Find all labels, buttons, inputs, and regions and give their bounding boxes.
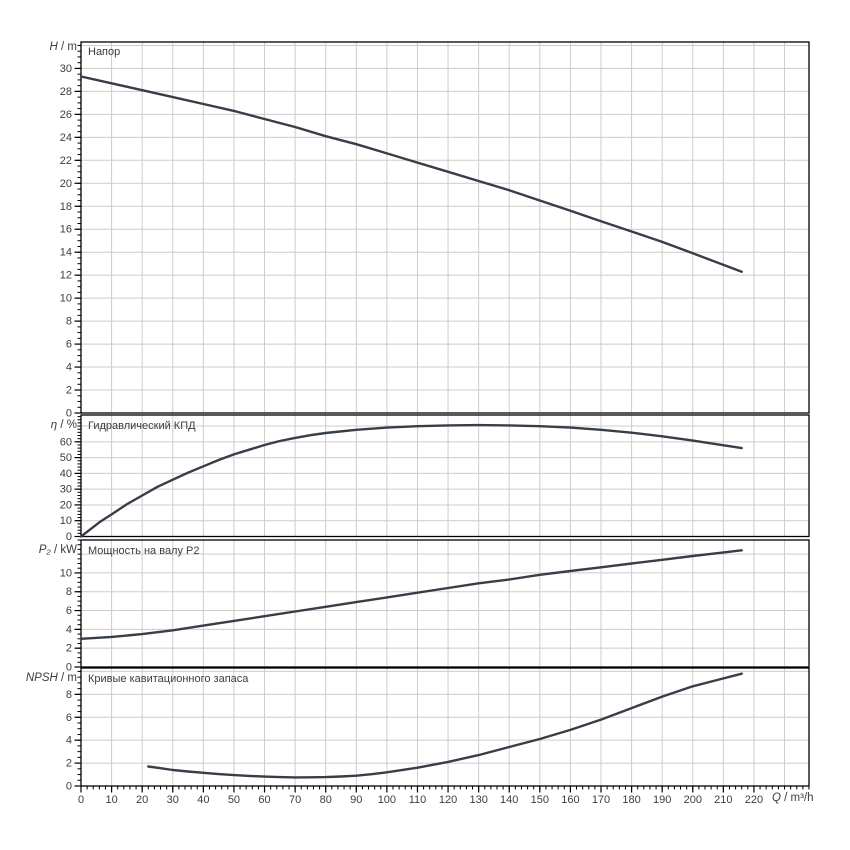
panel-title-efficiency: Гидравлический КПД: [88, 420, 196, 432]
y-tick-label: 16: [60, 224, 72, 236]
x-tick-label: 190: [653, 794, 671, 806]
x-tick-label: 120: [439, 794, 457, 806]
x-tick-label: 150: [531, 794, 549, 806]
y-tick-label: 20: [60, 178, 72, 190]
y-tick-label: 6: [66, 712, 72, 724]
y-axis-label-head: H / m: [0, 40, 77, 54]
y-tick-label: 30: [60, 63, 72, 75]
y-axis-label-power: P₂ / kW: [0, 543, 77, 557]
x-tick-label: 10: [105, 794, 117, 806]
y-tick-label: 8: [66, 586, 72, 598]
x-tick-label: 100: [378, 794, 396, 806]
curve-efficiency: [79, 423, 743, 538]
y-tick-label: 10: [60, 567, 72, 579]
x-tick-label: 160: [561, 794, 579, 806]
panel-efficiency: 0 10 20 30 40 50 60: [60, 414, 810, 543]
curve-head: [79, 75, 743, 273]
panel-border: [80, 667, 810, 787]
y-tick-label: 0: [66, 531, 72, 543]
y-tick-label: 28: [60, 86, 72, 98]
y-tick-label: 8: [66, 689, 72, 701]
power-symbol: P₂: [38, 544, 51, 556]
y-tick-label: 60: [60, 436, 72, 448]
panel-title-npsh: Кривые кавитационного запаса: [88, 673, 249, 685]
y-axis-label-efficiency: η / %: [0, 418, 77, 432]
x-tick-label: 90: [350, 794, 362, 806]
x-tick-label: 140: [500, 794, 518, 806]
x-tick-label: 20: [136, 794, 148, 806]
x-axis-label: Q / m³/h: [772, 792, 814, 804]
y-tick-label: 2: [66, 758, 72, 770]
efficiency-unit: / %: [57, 419, 77, 431]
y-tick-label: 4: [66, 362, 72, 374]
y-tick-label: 26: [60, 109, 72, 121]
y-tick-label: 2: [66, 643, 72, 655]
x-tick-label: 180: [622, 794, 640, 806]
y-tick-label: 30: [60, 484, 72, 496]
x-tick-label: 220: [745, 794, 763, 806]
power-unit: / kW: [50, 544, 77, 556]
x-tick-label: 0: [78, 794, 84, 806]
x-axis-symbol: Q: [772, 792, 781, 804]
y-tick-label: 10: [60, 515, 72, 527]
x-tick-label: 210: [714, 794, 732, 806]
y-tick-label: 0: [66, 408, 72, 420]
y-tick-label: 4: [66, 624, 72, 636]
y-tick-label: 6: [66, 339, 72, 351]
y-tick-label: 18: [60, 201, 72, 213]
y-tick-label: 24: [60, 132, 72, 144]
y-tick-label: 40: [60, 468, 72, 480]
y-tick-label: 14: [60, 247, 72, 259]
panel-power: 0 2 4 6 8 10: [60, 539, 810, 674]
x-tick-label: 40: [197, 794, 209, 806]
y-tick-label: 22: [60, 155, 72, 167]
x-tick-label: 50: [228, 794, 240, 806]
x-tick-label: 130: [469, 794, 487, 806]
x-tick-label: 80: [320, 794, 332, 806]
x-tick-label: 70: [289, 794, 301, 806]
x-tick-label: 170: [592, 794, 610, 806]
x-tick-label: 200: [684, 794, 702, 806]
y-tick-label: 0: [66, 662, 72, 674]
panel-border: [80, 414, 810, 538]
x-tick-label: 30: [167, 794, 179, 806]
npsh-unit: / m: [57, 672, 77, 684]
x-tick-label: 110: [409, 794, 427, 806]
y-tick-label: 12: [60, 270, 72, 282]
y-tick-label: 8: [66, 316, 72, 328]
panel-border: [80, 539, 810, 668]
curve-npsh: [147, 672, 743, 779]
panel-border: [80, 41, 810, 414]
y-tick-label: 20: [60, 499, 72, 511]
x-tick-label: 60: [258, 794, 270, 806]
x-axis-unit: / m³/h: [780, 792, 814, 804]
panel-npsh: 0 2 4 6 8: [66, 667, 810, 793]
head-unit: / m: [57, 41, 77, 53]
y-tick-label: 50: [60, 452, 72, 464]
x-axis: 0 10 20 30 40 50 60 70 80 90 100 110 120 130 140 150 160…: [78, 786, 810, 806]
y-tick-label: 2: [66, 385, 72, 397]
npsh-symbol: NPSH: [25, 672, 58, 684]
y-tick-label: 0: [66, 781, 72, 793]
panel-title-power: Мощность на валу P2: [88, 545, 200, 557]
curve-power: [79, 549, 743, 640]
y-tick-label: 10: [60, 293, 72, 305]
head-symbol: H: [49, 41, 58, 53]
y-axis-label-npsh: NPSH / m: [0, 671, 77, 685]
y-tick-label: 4: [66, 735, 72, 747]
y-tick-label: 6: [66, 605, 72, 617]
panel-title-head: Напор: [88, 46, 121, 58]
efficiency-symbol: η: [50, 419, 58, 431]
